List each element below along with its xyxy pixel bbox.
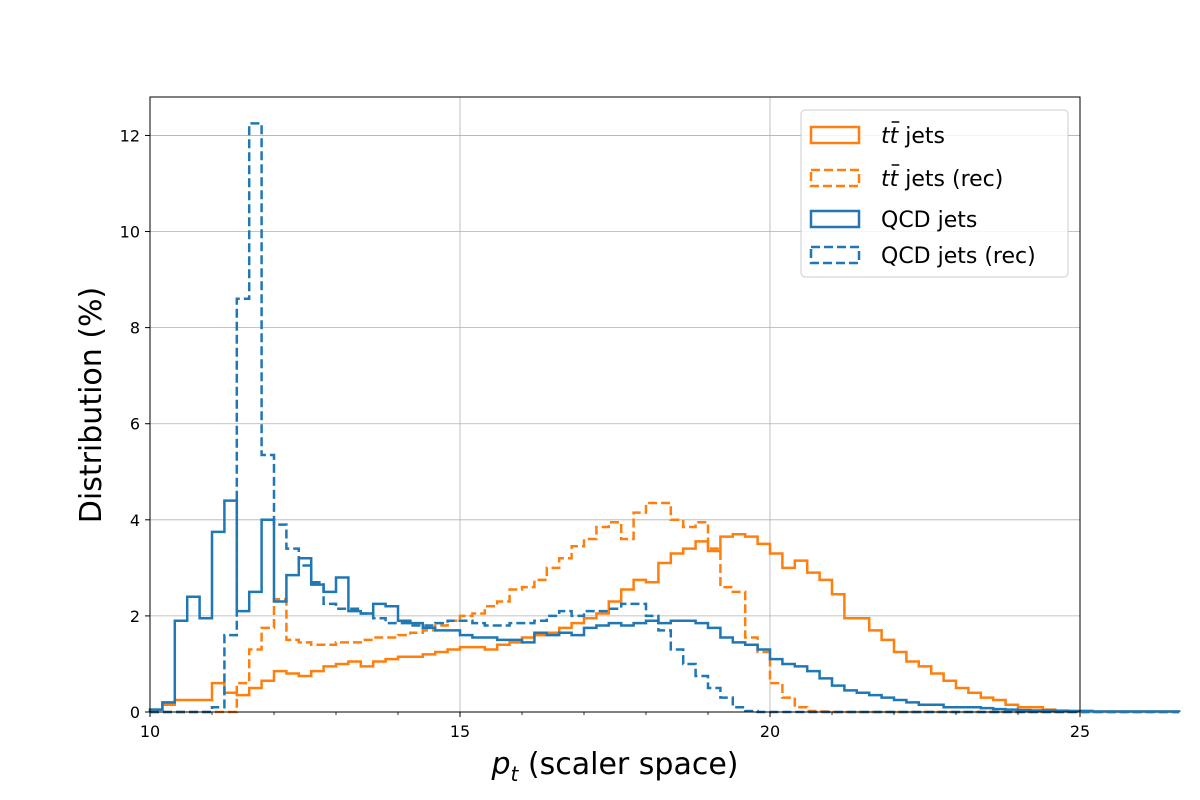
legend-label-suffix: jets (rec) — [898, 167, 1003, 192]
legend-swatch-ttbar-rec — [809, 168, 861, 188]
legend-label-qcd-rec: QCD jets (rec) — [881, 244, 1036, 269]
series-ttbar-line — [148, 532, 1181, 713]
legend-swatch-qcd — [809, 209, 861, 229]
legend-label-suffix: jets — [898, 124, 945, 149]
x-tick-label: 15 — [450, 722, 470, 741]
y-tick-label: 8 — [130, 319, 140, 338]
x-axis-label-subscript: t — [511, 762, 520, 786]
x-axis-label-symbol: p — [490, 747, 510, 782]
legend-swatch-ttbar — [809, 125, 861, 145]
legend-label-ttbar: tt jets — [881, 124, 945, 149]
legend-label-qcd: QCD jets — [881, 208, 977, 233]
legend-label-ttbar-rec: tt jets (rec) — [881, 167, 1003, 192]
y-tick-label: 2 — [130, 607, 140, 626]
legend-label-t: t — [881, 167, 891, 192]
y-tick-label: 6 — [130, 415, 140, 434]
axis-ticks: 10 15 20 25 0 2 4 6 8 10 12 — [120, 126, 1091, 741]
series-qcd-line — [148, 499, 1181, 713]
x-axis-label: pt (scaler space) — [490, 747, 738, 786]
y-tick-label: 4 — [130, 511, 140, 530]
y-tick-label: 10 — [120, 223, 140, 242]
y-tick-label: 0 — [130, 703, 140, 722]
x-tick-label: 10 — [140, 722, 160, 741]
legend-label-tbar: t — [890, 124, 900, 149]
legend-swatch-qcd-rec — [809, 245, 861, 265]
plot-frame — [149, 96, 1081, 713]
legend-label-t: t — [881, 124, 891, 149]
legend-box — [800, 109, 1069, 278]
y-tick-label: 12 — [120, 126, 140, 145]
x-axis-label-text: (scaler space) — [518, 747, 738, 782]
x-tick-label: 20 — [760, 722, 780, 741]
x-tick-label: 25 — [1070, 722, 1090, 741]
y-axis-label: Distribution (%) — [74, 287, 109, 523]
legend-label-tbar: t — [890, 167, 900, 192]
